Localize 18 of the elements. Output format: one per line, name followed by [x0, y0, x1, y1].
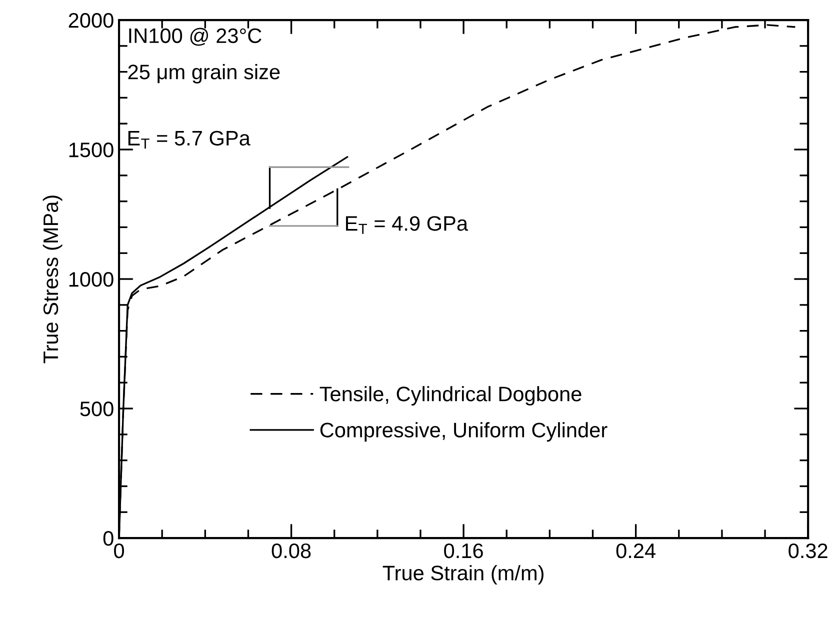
- annotation: E$_{T}$ = 4.9 GPa: [346, 216, 468, 234]
- x-tick-label: 0.16: [444, 543, 483, 558]
- x-axis-title: True Strain (m/m): [382, 565, 544, 584]
- annotation: E$_{T}$ = 5.7 GPa: [128, 130, 250, 149]
- y-tick-label: 2000: [68, 13, 114, 28]
- y-tick-label: 1500: [69, 142, 114, 158]
- y-axis-title: True Stress (MPa): [42, 196, 62, 364]
- x-tick-label: 0: [114, 543, 124, 558]
- x-tick-label: 0.08: [272, 543, 311, 558]
- y-tick-label: 1000: [69, 272, 114, 287]
- annotation: 25 μm grain size: [128, 64, 280, 84]
- y-tick-label: 500: [80, 402, 114, 416]
- x-tick-label: 0.24: [616, 543, 656, 558]
- x-tick-label: 0.32: [788, 543, 828, 558]
- y-tick-label: 0: [103, 531, 114, 546]
- annotation: IN100 @ 23°C: [129, 28, 262, 46]
- legend-label: Compressive, Uniform Cylinder: [320, 422, 608, 442]
- legend-label: Tensile, Cylindrical Dogbone: [320, 386, 582, 406]
